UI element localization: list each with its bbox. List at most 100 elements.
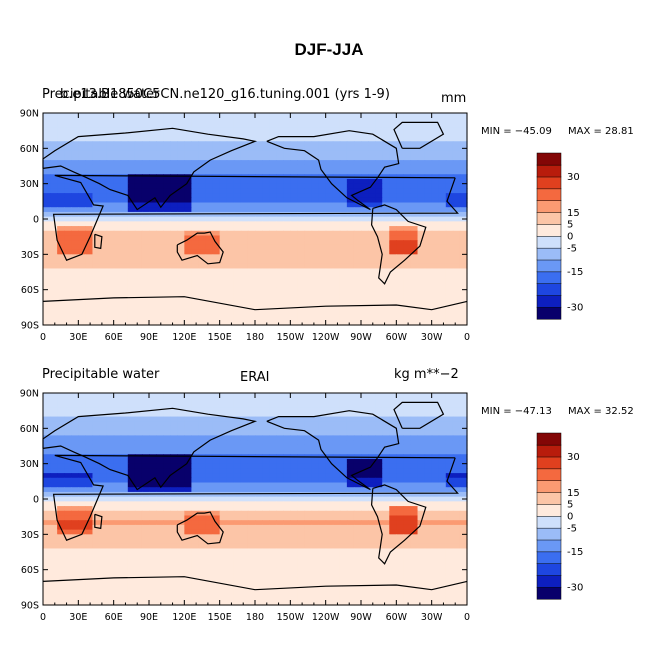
field-cell	[255, 496, 263, 502]
field-cell	[50, 155, 58, 161]
field-cell	[219, 402, 228, 408]
field-cell	[205, 169, 214, 175]
field-cell	[205, 548, 214, 554]
field-cell	[269, 202, 277, 208]
field-cell	[177, 454, 185, 460]
field-cell	[205, 534, 214, 540]
field-cell	[233, 296, 242, 303]
field-cell	[290, 292, 298, 298]
field-cell	[50, 529, 58, 535]
field-cell	[389, 491, 397, 498]
field-cell	[205, 244, 214, 251]
field-cell	[57, 136, 65, 142]
field-cell	[389, 287, 397, 293]
field-cell	[78, 515, 86, 521]
field-cell	[396, 207, 404, 213]
field-cell	[233, 310, 242, 317]
field-cell	[311, 230, 320, 237]
field-cell	[410, 292, 419, 298]
field-cell	[304, 515, 313, 521]
field-cell	[361, 421, 369, 427]
field-cell	[438, 244, 447, 251]
field-cell	[50, 221, 58, 227]
field-cell	[78, 240, 86, 246]
field-cell	[191, 510, 200, 517]
field-cell	[325, 534, 334, 540]
field-cell	[445, 529, 454, 535]
field-cell	[431, 169, 440, 175]
field-cell	[78, 421, 86, 427]
field-cell	[141, 468, 150, 474]
field-cell	[43, 463, 51, 469]
field-cell	[64, 393, 72, 399]
field-cell	[255, 244, 263, 251]
field-cell	[438, 211, 447, 218]
field-cell	[403, 320, 412, 326]
field-cell	[50, 449, 58, 455]
field-cell	[99, 249, 108, 255]
field-cell	[247, 249, 256, 255]
field-cell	[247, 127, 256, 133]
field-cell	[283, 430, 291, 436]
field-cell	[50, 458, 58, 465]
field-cell	[459, 263, 468, 270]
field-cell	[106, 315, 115, 321]
field-cell	[113, 553, 122, 559]
field-cell	[92, 122, 101, 128]
field-cell	[346, 515, 355, 521]
field-cell	[290, 320, 298, 326]
field-cell	[410, 259, 419, 265]
field-cell	[141, 169, 150, 175]
field-cell	[226, 244, 235, 251]
y-tick-label: 60S	[21, 285, 39, 296]
field-cell	[382, 122, 390, 128]
field-cell	[403, 160, 412, 166]
field-cell	[170, 249, 178, 255]
field-cell	[233, 113, 242, 119]
field-cell	[346, 539, 355, 545]
field-cell	[346, 402, 355, 408]
field-cell	[212, 131, 221, 138]
field-cell	[382, 136, 390, 142]
field-cell	[163, 435, 171, 441]
field-cell	[438, 113, 447, 119]
field-cell	[184, 463, 192, 469]
field-cell	[71, 402, 79, 408]
field-cell	[361, 197, 369, 204]
field-cell	[290, 515, 298, 521]
field-cell	[283, 216, 291, 222]
field-cell	[71, 310, 79, 317]
x-tick-label: 120E	[172, 332, 196, 343]
field-cell	[50, 477, 58, 484]
field-cell	[99, 440, 108, 446]
field-cell	[318, 430, 327, 436]
field-cell	[396, 202, 404, 208]
field-cell	[247, 416, 256, 422]
field-cell	[184, 529, 192, 535]
field-cell	[156, 543, 164, 550]
field-cell	[361, 520, 369, 526]
coastline-path	[42, 296, 468, 311]
field-cell	[99, 235, 108, 241]
field-cell	[184, 548, 192, 554]
field-cell	[106, 277, 115, 284]
field-cell	[445, 178, 454, 185]
field-cell	[99, 430, 108, 436]
field-cell	[141, 506, 150, 512]
field-cell	[262, 510, 270, 517]
field-cell	[318, 155, 327, 161]
field-cell	[368, 193, 376, 199]
field-cell	[99, 141, 108, 147]
field-cell	[382, 515, 390, 521]
field-cell	[120, 440, 129, 446]
field-cell	[353, 216, 362, 222]
field-cell	[361, 320, 369, 326]
field-cell	[71, 444, 79, 451]
field-cell	[127, 524, 136, 531]
field-cell	[353, 254, 362, 260]
field-cell	[64, 501, 72, 507]
field-cell	[120, 174, 129, 180]
field-cell	[57, 557, 65, 564]
field-cell	[332, 463, 341, 469]
field-cell	[304, 216, 313, 222]
